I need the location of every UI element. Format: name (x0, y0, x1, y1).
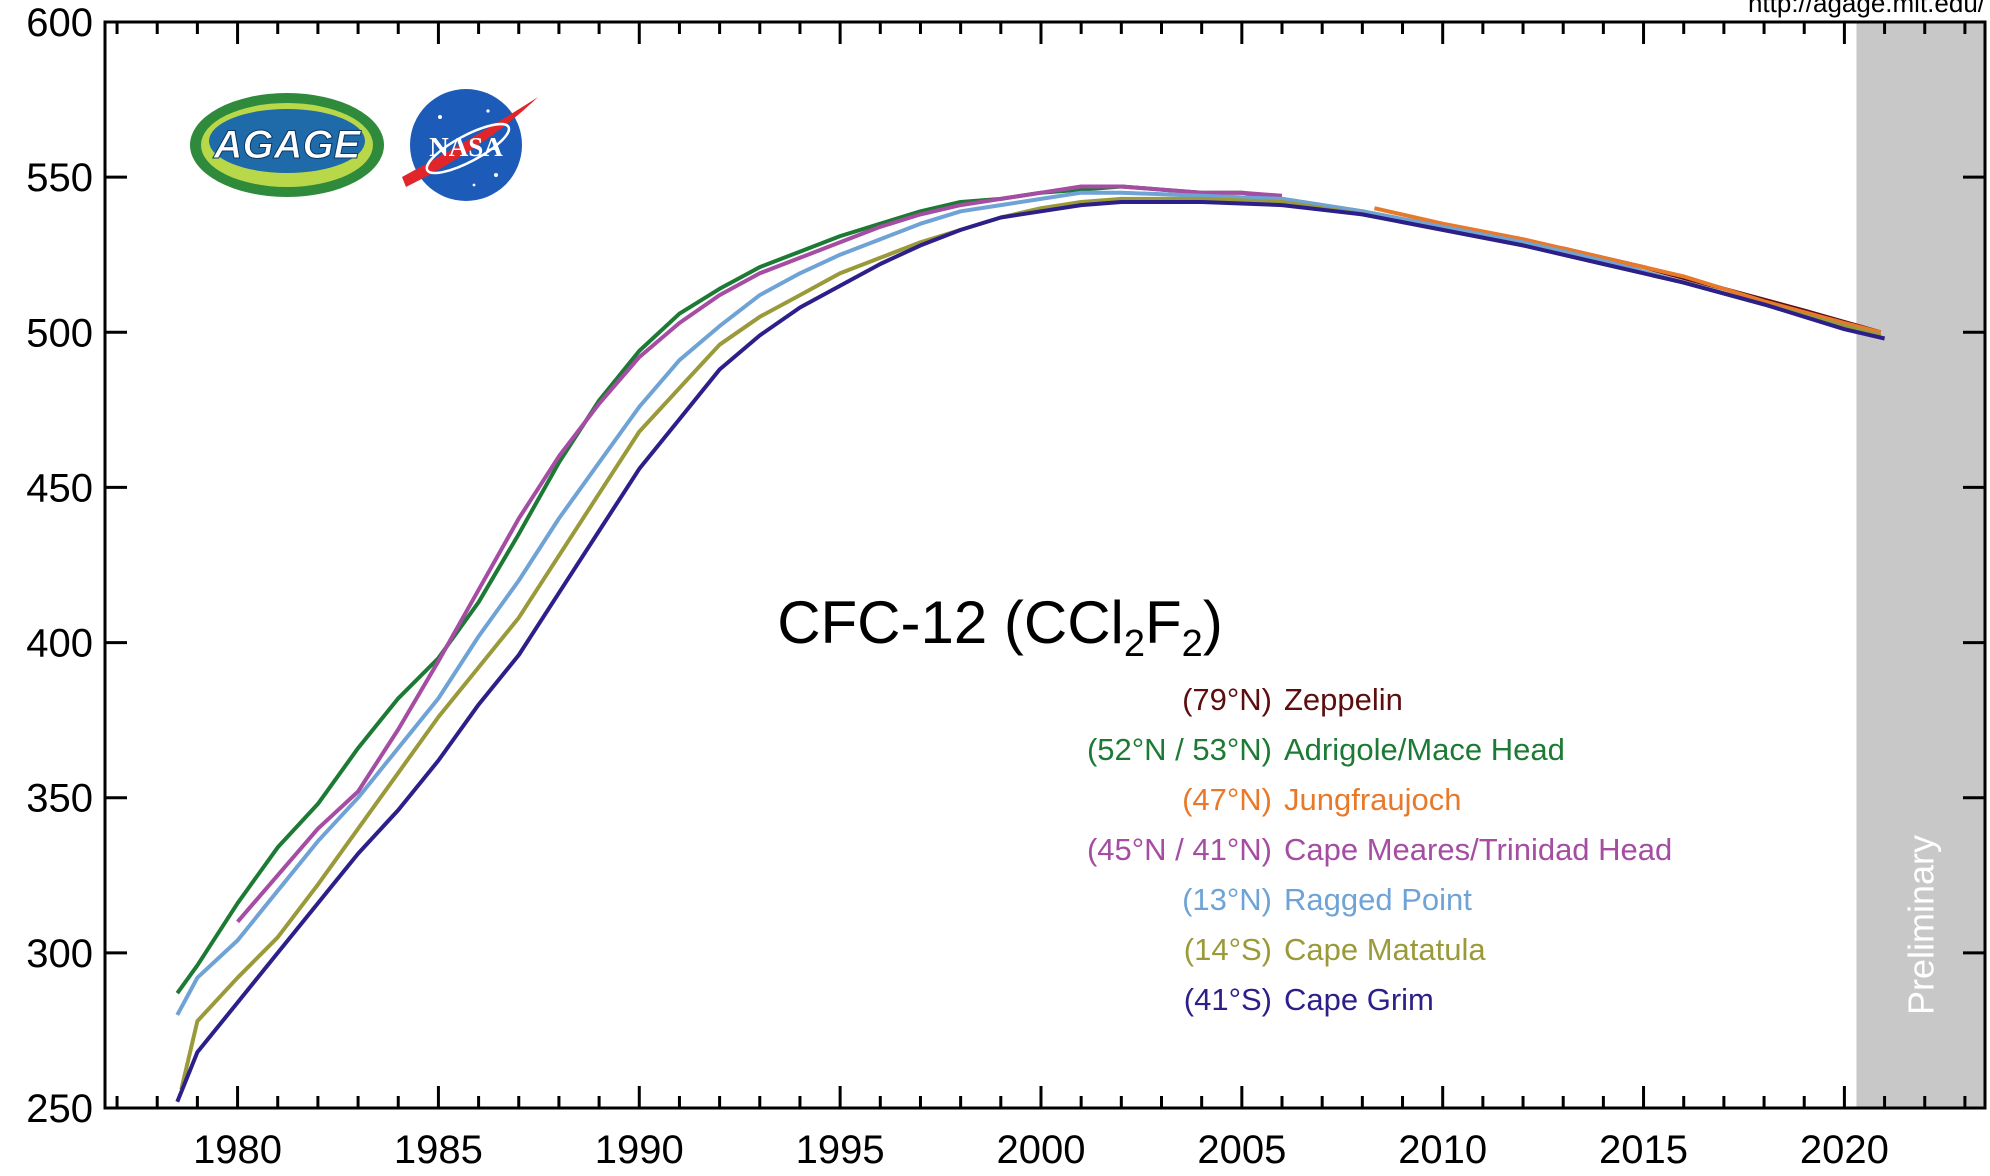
title-sub2: 2 (1182, 623, 1203, 665)
x-tick-label: 2005 (1197, 1128, 1286, 1172)
legend-latitude: (79°N) (1182, 682, 1272, 717)
title-main: CFC-12 (CCl (777, 589, 1124, 656)
x-tick-label: 2010 (1398, 1128, 1487, 1172)
nasa-logo: NASA (402, 89, 538, 201)
legend-station: Jungfraujoch (1284, 782, 1462, 817)
series-line-ragged-point (175, 190, 1882, 1016)
y-tick-label: 400 (26, 622, 93, 666)
y-tick-label: 450 (26, 466, 93, 510)
x-tick-label: 1990 (595, 1128, 684, 1172)
source-url: http://agage.mit.edu/ (1748, 0, 1986, 18)
legend-station: Ragged Point (1284, 882, 1472, 917)
legend-latitude: (52°N / 53°N) (1087, 732, 1272, 767)
x-tick-label: 2020 (1800, 1128, 1889, 1172)
preliminary-band (1856, 22, 1985, 1108)
series-line-jungfraujoch (1373, 206, 1882, 335)
series-line-cape-grim (175, 200, 1886, 1103)
y-tick-label: 500 (26, 311, 93, 355)
legend-station: Cape Matatula (1284, 932, 1486, 967)
x-tick-label: 1980 (193, 1128, 282, 1172)
y-tick-label: 250 (26, 1087, 93, 1131)
x-tick-label: 1995 (796, 1128, 885, 1172)
preliminary-label: Preliminary (1901, 835, 1942, 1015)
legend-latitude: (47°N) (1182, 782, 1272, 817)
y-tick-label: 600 (26, 1, 93, 45)
x-tick-label: 1985 (394, 1128, 483, 1172)
series-layer (175, 184, 1886, 1103)
legend-latitude: (13°N) (1182, 882, 1272, 917)
legend-station: Cape Grim (1284, 982, 1434, 1017)
legend: (79°N) Zeppelin (52°N / 53°N) Adrigole/Mace… (1087, 682, 1672, 1017)
agage-logo-text: AGAGE (213, 123, 362, 167)
x-tick-label: 2015 (1599, 1128, 1688, 1172)
tick-layer: 250 300 350 400 450 500 550 600 1980 1985 1990 1995… (26, 1, 1985, 1172)
plot-frame (103, 20, 1987, 1110)
agage-logo: AGAGE (190, 93, 384, 197)
legend-latitude: (41°S) (1184, 982, 1272, 1017)
y-tick-label: 300 (26, 932, 93, 976)
title-end: ) (1203, 589, 1223, 656)
legend-latitude: (14°S) (1184, 932, 1272, 967)
legend-station: Zeppelin (1284, 682, 1403, 717)
x-tick-label: 2000 (996, 1128, 1085, 1172)
y-tick-label: 550 (26, 156, 93, 200)
legend-latitude: (45°N / 41°N) (1087, 832, 1272, 867)
legend-station: Adrigole/Mace Head (1284, 732, 1565, 767)
nasa-logo-text: NASA (429, 132, 503, 162)
title-sub1: 2 (1124, 623, 1145, 665)
chart-title: CFC-12 (CCl2F2) (777, 589, 1223, 665)
title-mid: F (1145, 589, 1182, 656)
series-line-cape-meares-trinidad-head (236, 184, 1283, 924)
legend-station: Cape Meares/Trinidad Head (1284, 832, 1672, 867)
y-tick-label: 350 (26, 777, 93, 821)
